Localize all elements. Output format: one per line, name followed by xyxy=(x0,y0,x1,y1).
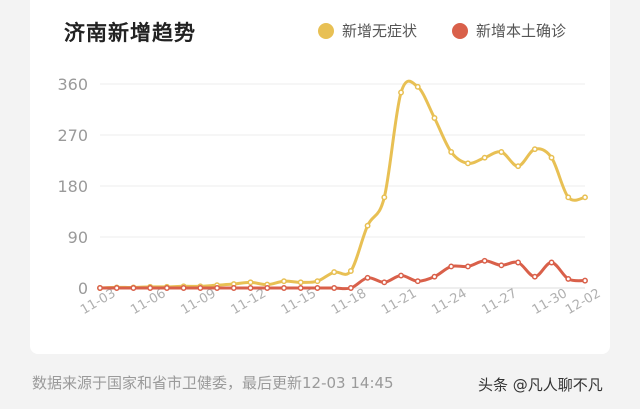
data-point-1 xyxy=(347,285,354,291)
data-point-0 xyxy=(531,146,538,153)
data-point-1 xyxy=(515,259,522,266)
data-point-1 xyxy=(180,285,187,291)
data-point-0 xyxy=(314,278,321,285)
data-point-0 xyxy=(448,149,455,155)
data-point-1 xyxy=(197,285,204,291)
y-tick-label: 90 xyxy=(68,228,88,247)
data-point-1 xyxy=(398,272,404,279)
data-point-0 xyxy=(498,149,505,155)
data-point-1 xyxy=(214,285,221,291)
x-tick-label: 11-06 xyxy=(128,286,168,318)
data-point-1 xyxy=(113,285,120,291)
legend-dot-local-confirmed xyxy=(452,22,468,39)
x-tick-label: 12-02 xyxy=(563,286,603,318)
data-point-1 xyxy=(97,285,103,291)
y-tick-label: 270 xyxy=(57,126,88,145)
data-point-0 xyxy=(515,163,522,170)
data-point-1 xyxy=(498,262,505,269)
y-tick-label: 0 xyxy=(78,279,88,298)
data-point-0 xyxy=(565,194,572,201)
data-point-0 xyxy=(381,194,388,201)
data-point-0 xyxy=(347,268,354,274)
data-point-1 xyxy=(163,285,170,291)
data-point-1 xyxy=(264,285,271,291)
data-point-0 xyxy=(247,279,254,286)
data-point-1 xyxy=(281,285,287,291)
x-tick-label: 11-30 xyxy=(530,286,570,318)
x-tick-label: 11-12 xyxy=(229,286,269,318)
legend-item-asymptomatic[interactable]: 新增无症状 xyxy=(318,20,417,41)
y-tick-label: 180 xyxy=(57,177,88,196)
chart-card xyxy=(30,0,610,354)
data-point-1 xyxy=(314,285,321,291)
data-point-1 xyxy=(448,263,455,270)
x-tick-label: 11-09 xyxy=(178,286,218,318)
data-point-0 xyxy=(431,115,438,121)
data-point-0 xyxy=(281,278,287,285)
data-point-1 xyxy=(464,263,471,270)
data-point-1 xyxy=(565,275,572,282)
data-point-1 xyxy=(531,273,538,280)
data-point-0 xyxy=(297,279,304,286)
data-point-0 xyxy=(481,154,488,161)
data-point-1 xyxy=(130,285,137,291)
data-point-1 xyxy=(147,285,154,291)
x-tick-label: 11-15 xyxy=(279,286,319,318)
x-tick-label: 11-24 xyxy=(429,286,469,318)
data-point-1 xyxy=(381,279,388,286)
data-source-note: 数据来源于国家和省市卫健委，最后更新12-03 14:45 xyxy=(32,374,394,392)
data-point-1 xyxy=(414,278,421,285)
data-point-1 xyxy=(297,285,304,291)
chart-title: 济南新增趋势 xyxy=(64,21,196,45)
data-point-0 xyxy=(548,154,555,161)
y-tick-label: 360 xyxy=(57,75,88,94)
data-point-0 xyxy=(414,83,421,90)
data-point-1 xyxy=(548,259,555,266)
data-point-1 xyxy=(431,273,438,280)
data-point-1 xyxy=(364,274,371,281)
x-tick-label: 11-21 xyxy=(379,286,419,318)
legend-dot-asymptomatic xyxy=(318,22,334,39)
data-point-0 xyxy=(464,160,471,167)
data-point-1 xyxy=(230,285,237,291)
legend-item-local-confirmed[interactable]: 新增本土确诊 xyxy=(452,20,566,41)
data-point-1 xyxy=(247,285,254,291)
data-point-0 xyxy=(398,89,404,96)
legend-label-local-confirmed: 新增本土确诊 xyxy=(476,22,567,40)
x-tick-label: 11-27 xyxy=(480,286,520,318)
data-point-0 xyxy=(364,222,371,229)
series-line-0 xyxy=(99,79,586,290)
data-point-0 xyxy=(331,269,338,276)
data-point-0 xyxy=(582,194,588,201)
data-point-1 xyxy=(582,277,588,284)
legend-label-asymptomatic: 新增无症状 xyxy=(342,22,418,40)
watermark: 头条 @凡人聊不凡 xyxy=(478,376,603,394)
data-point-1 xyxy=(331,285,338,291)
x-tick-label: 11-18 xyxy=(329,286,369,318)
data-point-1 xyxy=(481,257,488,264)
